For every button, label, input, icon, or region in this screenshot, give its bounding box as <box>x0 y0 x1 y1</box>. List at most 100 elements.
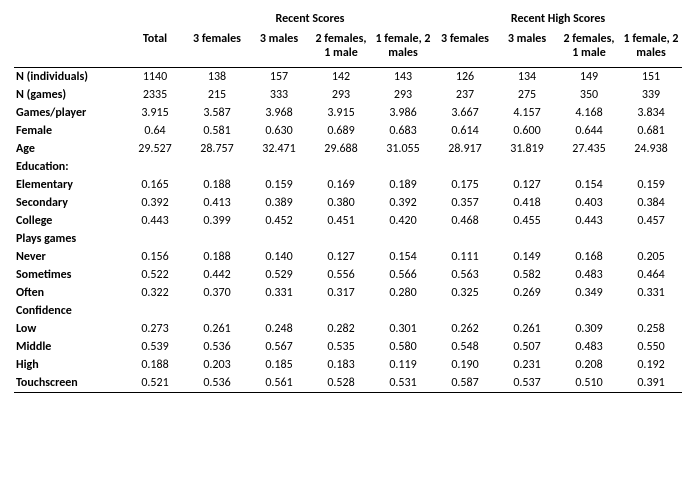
cell: 0.457 <box>620 212 682 230</box>
cell: 0.175 <box>434 176 496 194</box>
cell: 126 <box>434 67 496 86</box>
cell: 0.529 <box>248 266 310 284</box>
cell: 0.443 <box>558 212 620 230</box>
cell: 0.149 <box>496 248 558 266</box>
cell: 0.536 <box>186 374 248 393</box>
cell: 0.231 <box>496 356 558 374</box>
cell: 0.156 <box>124 248 186 266</box>
cell: 0.389 <box>248 194 310 212</box>
cell: 0.522 <box>124 266 186 284</box>
cell: 3.915 <box>124 104 186 122</box>
cell: 0.630 <box>248 122 310 140</box>
cell: 29.688 <box>310 140 372 158</box>
cell: 0.165 <box>124 176 186 194</box>
rowlabel-games-player: Games/player <box>14 104 124 122</box>
cell: 0.420 <box>372 212 434 230</box>
cell: 0.322 <box>124 284 186 302</box>
cell: 0.159 <box>620 176 682 194</box>
cell: 0.127 <box>310 248 372 266</box>
cell: 0.205 <box>620 248 682 266</box>
cell: 0.689 <box>310 122 372 140</box>
cell: 31.055 <box>372 140 434 158</box>
cell: 0.451 <box>310 212 372 230</box>
cell: 0.399 <box>186 212 248 230</box>
cell: 149 <box>558 67 620 86</box>
rowlabel-never: Never <box>14 248 124 266</box>
row-often: Often 0.3220.3700.3310.3170.2800.3250.26… <box>14 284 682 302</box>
cell: 3.915 <box>310 104 372 122</box>
col-rhs-3f: 3 females <box>434 30 496 67</box>
cell: 0.452 <box>248 212 310 230</box>
row-confidence-header: Confidence <box>14 302 682 320</box>
cell: 0.261 <box>496 320 558 338</box>
cell: 0.521 <box>124 374 186 393</box>
cell: 0.403 <box>558 194 620 212</box>
group-header-recent-high-scores: Recent High Scores <box>434 10 682 30</box>
cell: 0.280 <box>372 284 434 302</box>
rowlabel-confidence: Confidence <box>14 302 124 320</box>
cell: 0.183 <box>310 356 372 374</box>
cell: 3.968 <box>248 104 310 122</box>
cell: 0.580 <box>372 338 434 356</box>
cell: 3.834 <box>620 104 682 122</box>
cell: 0.391 <box>620 374 682 393</box>
cell: 0.203 <box>186 356 248 374</box>
cell: 0.600 <box>496 122 558 140</box>
cell: 0.455 <box>496 212 558 230</box>
cell: 237 <box>434 86 496 104</box>
col-rs-1f2m: 1 female, 2 males <box>372 30 434 67</box>
cell: 0.258 <box>620 320 682 338</box>
group-header-recent-scores: Recent Scores <box>186 10 434 30</box>
cell: 134 <box>496 67 558 86</box>
cell: 275 <box>496 86 558 104</box>
row-high: High 0.1880.2030.1850.1830.1190.1900.231… <box>14 356 682 374</box>
cell: 0.301 <box>372 320 434 338</box>
row-n-ind: N (individuals) 114013815714214312613414… <box>14 67 682 86</box>
rowlabel-elementary: Elementary <box>14 176 124 194</box>
cell: 0.566 <box>372 266 434 284</box>
col-rhs-3m: 3 males <box>496 30 558 67</box>
cell: 157 <box>248 67 310 86</box>
col-rhs-1f2m: 1 female, 2 males <box>620 30 682 67</box>
cell: 0.331 <box>620 284 682 302</box>
cell: 4.157 <box>496 104 558 122</box>
cell: 0.154 <box>558 176 620 194</box>
cell: 0.262 <box>434 320 496 338</box>
cell: 28.917 <box>434 140 496 158</box>
row-secondary: Secondary 0.3920.4130.3890.3800.3920.357… <box>14 194 682 212</box>
rowlabel-education: Education: <box>14 158 124 176</box>
cell: 0.119 <box>372 356 434 374</box>
cell: 0.127 <box>496 176 558 194</box>
row-elementary: Elementary 0.1650.1880.1590.1690.1890.17… <box>14 176 682 194</box>
cell: 0.413 <box>186 194 248 212</box>
cell: 0.269 <box>496 284 558 302</box>
cell: 0.614 <box>434 122 496 140</box>
col-total: Total <box>124 30 186 67</box>
cell: 0.443 <box>124 212 186 230</box>
cell: 0.418 <box>496 194 558 212</box>
col-rs-2f1m: 2 females, 1 male <box>310 30 372 67</box>
cell: 339 <box>620 86 682 104</box>
cell: 0.548 <box>434 338 496 356</box>
cell: 0.349 <box>558 284 620 302</box>
cell: 0.556 <box>310 266 372 284</box>
cell: 0.261 <box>186 320 248 338</box>
cell: 0.188 <box>186 176 248 194</box>
cell: 0.561 <box>248 374 310 393</box>
cell: 0.507 <box>496 338 558 356</box>
cell: 0.169 <box>310 176 372 194</box>
cell: 0.468 <box>434 212 496 230</box>
cell: 293 <box>310 86 372 104</box>
column-header-row: Total 3 females 3 males 2 females, 1 mal… <box>14 30 682 67</box>
cell: 0.380 <box>310 194 372 212</box>
cell: 0.539 <box>124 338 186 356</box>
cell: 3.587 <box>186 104 248 122</box>
cell: 0.370 <box>186 284 248 302</box>
rowlabel-female: Female <box>14 122 124 140</box>
row-plays-games-header: Plays games <box>14 230 682 248</box>
rowlabel-middle: Middle <box>14 338 124 356</box>
row-games-player: Games/player 3.9153.5873.9683.9153.9863.… <box>14 104 682 122</box>
cell: 3.986 <box>372 104 434 122</box>
rowlabel-plays-games: Plays games <box>14 230 124 248</box>
cell: 0.392 <box>372 194 434 212</box>
